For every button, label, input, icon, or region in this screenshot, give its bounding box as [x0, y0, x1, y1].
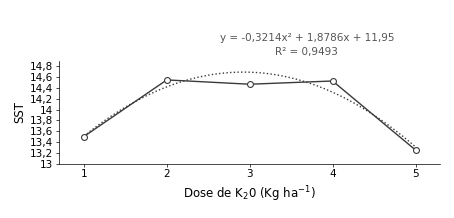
Point	[80, 135, 88, 138]
Point	[246, 82, 253, 86]
Text: R² = 0,9493: R² = 0,9493	[276, 47, 338, 57]
Y-axis label: SST: SST	[13, 101, 26, 123]
Point	[329, 79, 336, 83]
X-axis label: Dose de K$_2$0 (Kg ha$^{-1}$): Dose de K$_2$0 (Kg ha$^{-1}$)	[183, 185, 316, 204]
Text: y = -0,3214x² + 1,8786x + 11,95: y = -0,3214x² + 1,8786x + 11,95	[220, 33, 394, 43]
Point	[412, 148, 419, 152]
Point	[163, 78, 170, 82]
